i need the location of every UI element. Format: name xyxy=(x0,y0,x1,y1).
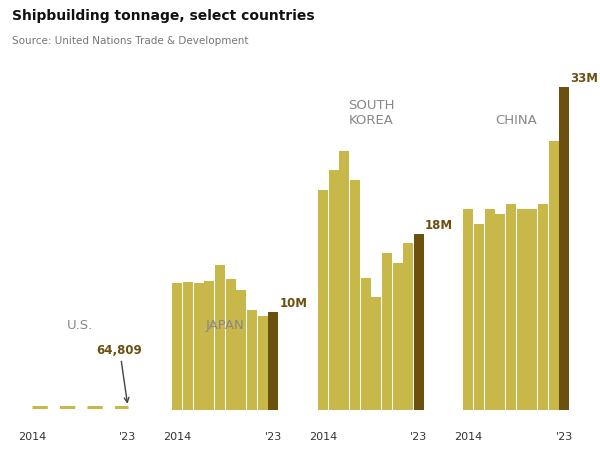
Bar xyxy=(247,310,257,410)
Bar xyxy=(205,281,214,410)
Text: 10M: 10M xyxy=(280,296,307,309)
Text: '23: '23 xyxy=(410,431,428,441)
Text: '23: '23 xyxy=(119,431,137,441)
Text: 2014: 2014 xyxy=(18,431,46,441)
Bar xyxy=(236,291,247,410)
Text: 2014: 2014 xyxy=(309,431,337,441)
Bar xyxy=(318,190,328,410)
Text: U.S.: U.S. xyxy=(67,319,93,331)
Bar xyxy=(339,151,349,410)
Bar xyxy=(361,278,371,410)
Text: Source: United Nations Trade & Development: Source: United Nations Trade & Developme… xyxy=(12,36,248,46)
Text: CHINA: CHINA xyxy=(496,114,537,127)
Bar xyxy=(517,210,527,410)
Bar xyxy=(549,142,559,410)
Bar xyxy=(474,225,484,410)
Bar xyxy=(371,298,381,410)
Text: 2014: 2014 xyxy=(163,431,191,441)
Bar xyxy=(559,88,569,410)
Bar xyxy=(268,312,278,410)
Bar xyxy=(258,316,268,410)
Bar xyxy=(485,210,494,410)
Text: '23: '23 xyxy=(556,431,573,441)
Bar xyxy=(496,215,505,410)
Bar xyxy=(506,205,516,410)
Bar xyxy=(392,263,403,410)
Bar xyxy=(527,210,538,410)
Bar xyxy=(215,265,225,410)
Bar xyxy=(463,210,473,410)
Bar xyxy=(403,244,413,410)
Bar xyxy=(183,282,193,410)
Bar xyxy=(172,283,182,410)
Text: SOUTH
KOREA: SOUTH KOREA xyxy=(347,99,394,127)
Bar xyxy=(414,234,424,410)
Text: Shipbuilding tonnage, select countries: Shipbuilding tonnage, select countries xyxy=(12,9,314,23)
Text: 64,809: 64,809 xyxy=(97,343,142,402)
Bar xyxy=(329,171,338,410)
Text: JAPAN: JAPAN xyxy=(206,319,245,331)
Text: 33M: 33M xyxy=(571,72,598,85)
Text: 2014: 2014 xyxy=(454,431,482,441)
Text: 18M: 18M xyxy=(425,218,453,231)
Bar xyxy=(538,205,548,410)
Bar xyxy=(194,283,203,410)
Bar xyxy=(382,253,392,410)
Bar xyxy=(350,180,360,410)
Text: '23: '23 xyxy=(265,431,282,441)
Bar xyxy=(226,279,236,410)
